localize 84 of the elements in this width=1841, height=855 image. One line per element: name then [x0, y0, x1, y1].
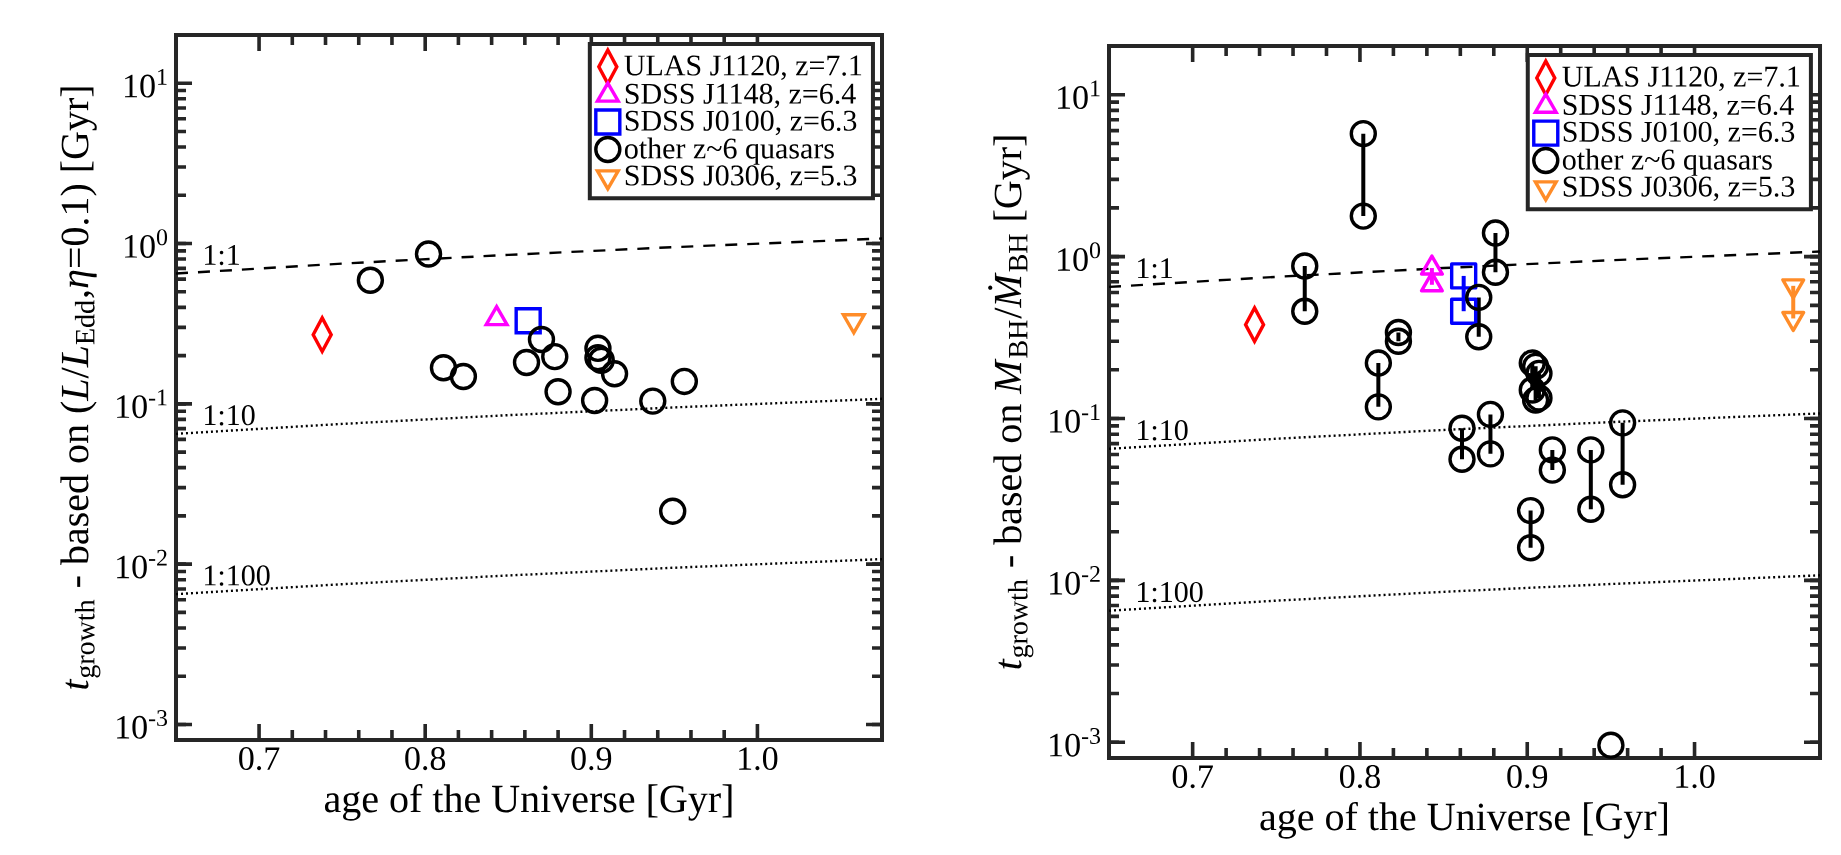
- point: [1349, 119, 1377, 148]
- series-label: 1:100: [205, 565, 270, 586]
- point: [1608, 471, 1637, 499]
- y-tick-label: 10$^{-3}$: [1050, 727, 1101, 757]
- point: [514, 307, 542, 335]
- legend-label: SDSS J0100, z=6.3: [625, 110, 857, 136]
- legend-label: SDSS J0306, z=5.3: [1563, 176, 1795, 201]
- point: [1577, 495, 1605, 523]
- point: [1516, 534, 1545, 562]
- x-axis-title: age of the Universe [Gyr]: [1260, 801, 1667, 839]
- legend-label: SDSS J1148, z=6.4: [625, 83, 856, 109]
- x-axis-title: age of the Universe [Gyr]: [324, 783, 732, 821]
- point: [1577, 436, 1605, 464]
- series-label: 1:1: [205, 244, 239, 266]
- x-tick-label: 0.7: [239, 747, 280, 771]
- point: [541, 342, 569, 371]
- point: [670, 367, 699, 396]
- y-tick-label: 10$^{0}$: [125, 229, 168, 258]
- point: [512, 348, 541, 377]
- point: [659, 497, 687, 525]
- y-tick-label: 10$^{1}$: [1058, 80, 1100, 110]
- x-tick-label: 0.8: [405, 747, 446, 771]
- y-tick-label: 10$^{-2}$: [117, 549, 167, 579]
- y-tick-label: 10$^{-1}$: [117, 389, 167, 419]
- series-label: 1:10: [1138, 420, 1188, 441]
- point: [414, 240, 443, 268]
- point: [1538, 456, 1567, 484]
- point: [1364, 349, 1393, 377]
- point: [1449, 297, 1478, 325]
- point: [1516, 496, 1545, 525]
- point: [1384, 318, 1413, 347]
- point: [1364, 393, 1393, 421]
- point: [1597, 731, 1625, 759]
- text: t$_{growth}$ - based on (L/L$_{Edd}$,η=0.1) [Gyr]: [60, 87, 101, 689]
- x-tick-label: 0.9: [1507, 765, 1548, 789]
- text: t$_{growth}$ - based on M$_{BH}$/Ṁ$_{BH}$ [Gyr]: [988, 136, 1034, 669]
- x-tick-label: 0.7: [1172, 765, 1213, 789]
- point: [1448, 414, 1476, 442]
- point: [1465, 283, 1493, 312]
- point: [1384, 327, 1413, 355]
- point: [356, 266, 385, 294]
- point: [1481, 258, 1510, 287]
- line-series: [174, 557, 884, 596]
- point: [1448, 445, 1476, 473]
- x-tick-label: 1.0: [739, 747, 778, 771]
- point: [1518, 376, 1546, 404]
- line-series: [174, 237, 884, 275]
- point: [1476, 440, 1505, 468]
- point: [639, 387, 667, 415]
- line-series: [1107, 574, 1822, 612]
- point: [1525, 359, 1553, 388]
- x-tick-label: 0.9: [571, 747, 612, 771]
- y-tick-label: 10$^{-1}$: [1050, 404, 1100, 433]
- legend-label: ULAS J1120, z=7.1: [1562, 66, 1800, 91]
- point: [580, 386, 609, 415]
- point: [1291, 297, 1319, 325]
- legend-label: SDSS J1148, z=6.4: [1563, 94, 1794, 120]
- point: [1538, 436, 1567, 464]
- point: [1608, 409, 1637, 437]
- legend-label: other z~6 quasars: [1562, 148, 1772, 176]
- series-label: 1:10: [205, 405, 255, 426]
- legend-label: SDSS J0100, z=6.3: [1563, 121, 1795, 147]
- series-label: 1:1: [1138, 258, 1172, 279]
- point: [1476, 400, 1505, 429]
- legend-label: ULAS J1120, z=7.1: [624, 55, 862, 80]
- point: [1349, 202, 1377, 230]
- legend-label: SDSS J0306, z=5.3: [625, 165, 857, 190]
- point: [1465, 323, 1493, 351]
- y-tick-label: 10$^{1}$: [125, 68, 167, 98]
- point: [1481, 219, 1510, 247]
- x-tick-label: 0.8: [1339, 765, 1380, 789]
- y-tick-label: 10$^{-3}$: [117, 710, 168, 739]
- point: [544, 378, 572, 406]
- point: [584, 334, 612, 363]
- y-tick-label: 10$^{-2}$: [1050, 566, 1100, 595]
- x-tick-label: 1.0: [1676, 765, 1715, 789]
- point: [429, 354, 458, 382]
- point: [600, 360, 629, 388]
- point: [449, 362, 478, 391]
- legend-label: other z~6 quasars: [624, 137, 834, 165]
- point: [527, 325, 556, 354]
- point: [1291, 252, 1319, 280]
- y-tick-label: 10$^{0}$: [1058, 242, 1101, 271]
- series-label: 1:100: [1138, 581, 1203, 603]
